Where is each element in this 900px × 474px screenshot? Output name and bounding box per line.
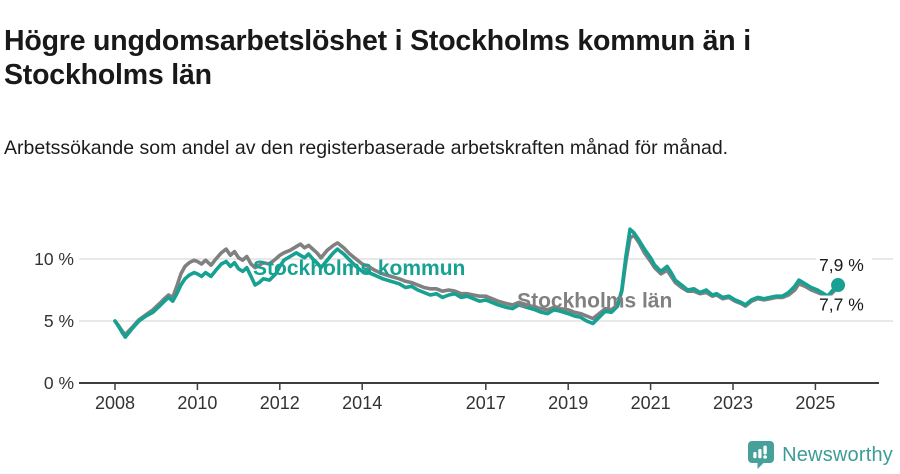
x-tick-label: 2025	[795, 393, 835, 413]
series-line-stockholms-kommun	[113, 227, 840, 339]
page-subtitle: Arbetssökande som andel av den registerb…	[4, 136, 729, 159]
y-tick-label: 5 %	[44, 311, 74, 331]
y-tick-label: 10 %	[34, 249, 74, 269]
series-end-value-label: 7,9 %	[819, 255, 864, 275]
newsworthy-logo: Newsworthy	[747, 440, 893, 470]
x-tick-label: 2023	[713, 393, 753, 413]
series-inline-label: Stockholms län	[517, 289, 672, 312]
x-tick-label: 2021	[631, 393, 671, 413]
brand-name: Newsworthy	[782, 443, 893, 466]
x-tick-label: 2014	[342, 393, 382, 413]
series-end-dot	[831, 278, 846, 293]
x-tick-label: 2008	[95, 393, 135, 413]
x-tick-label: 2012	[260, 393, 300, 413]
series-line-stockholms-län	[113, 233, 840, 337]
page-title: Högre ungdomsarbetslöshet i Stockholms k…	[4, 25, 751, 92]
series-inline-label: Stockholms kommun	[253, 257, 465, 280]
y-tick-label: 0 %	[44, 373, 74, 393]
x-tick-label: 2019	[548, 393, 588, 413]
x-tick-label: 2010	[177, 393, 217, 413]
newsworthy-badge-icon	[748, 441, 775, 469]
series-end-value-label: 7,7 %	[819, 295, 864, 315]
end-label-bg	[816, 295, 873, 315]
x-tick-label: 2017	[466, 393, 506, 413]
end-label-bg	[816, 256, 873, 276]
